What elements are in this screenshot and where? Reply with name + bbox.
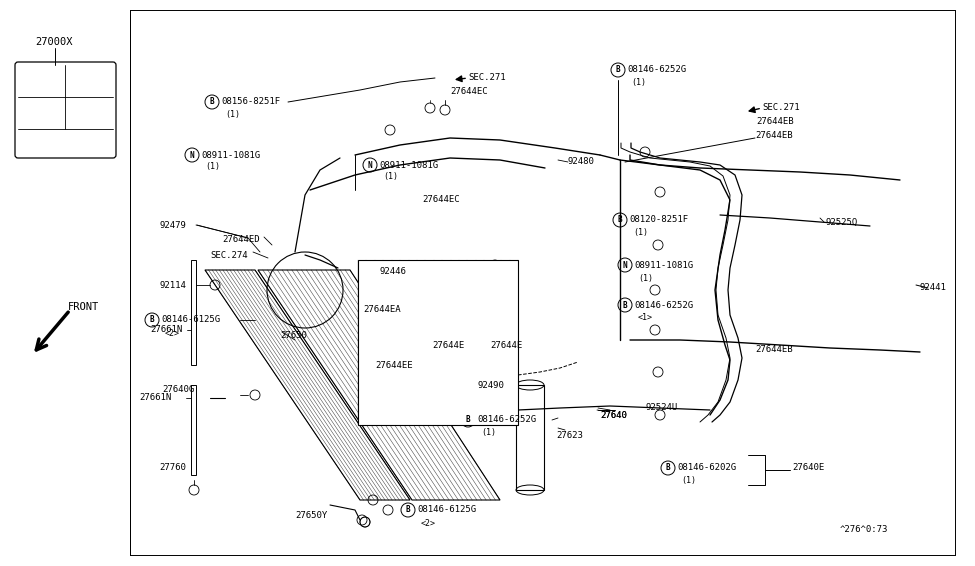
Text: (1): (1)	[481, 428, 496, 438]
Text: (1): (1)	[638, 273, 653, 282]
Polygon shape	[258, 270, 500, 500]
Text: ^276^0:73: ^276^0:73	[840, 525, 888, 534]
Text: 92446: 92446	[380, 268, 407, 277]
Text: (1): (1)	[631, 79, 646, 88]
Text: 27640G: 27640G	[162, 385, 194, 395]
Text: 08146-6202G: 08146-6202G	[677, 464, 736, 473]
Text: 08911-1081G: 08911-1081G	[379, 161, 438, 169]
Text: 08156-8251F: 08156-8251F	[221, 97, 280, 106]
Text: <1>: <1>	[638, 314, 653, 323]
Text: (1): (1)	[383, 173, 398, 182]
Text: 92480: 92480	[568, 157, 595, 166]
Text: B: B	[210, 97, 214, 106]
Text: 27650: 27650	[280, 331, 307, 340]
Text: B: B	[466, 415, 470, 424]
Text: 27650Y: 27650Y	[295, 512, 328, 521]
Text: 08146-6252G: 08146-6252G	[477, 415, 536, 424]
Text: 27644EB: 27644EB	[756, 118, 794, 126]
Text: 92441: 92441	[920, 284, 947, 293]
Text: N: N	[368, 161, 372, 169]
Bar	[358, 260, 518, 425]
Text: (1): (1)	[681, 477, 696, 486]
Text: 27644EC: 27644EC	[422, 195, 459, 204]
Text: FRONT: FRONT	[68, 302, 99, 312]
Text: 27644EC: 27644EC	[450, 88, 488, 96]
Text: 27760: 27760	[159, 464, 186, 473]
Text: 92490: 92490	[478, 380, 505, 389]
Text: (1): (1)	[633, 229, 648, 238]
Text: 27644E: 27644E	[490, 341, 523, 349]
Text: 92479: 92479	[160, 221, 187, 229]
Text: B: B	[150, 315, 154, 324]
Bar	[516, 385, 544, 490]
Text: B: B	[615, 66, 620, 75]
Text: (1): (1)	[225, 109, 240, 118]
Text: N: N	[623, 260, 627, 269]
Text: 08146-6125G: 08146-6125G	[417, 505, 476, 514]
Text: 92524U: 92524U	[645, 404, 678, 413]
Text: 08120-8251F: 08120-8251F	[629, 216, 688, 225]
Bar	[191, 385, 196, 475]
Text: 08146-6252G: 08146-6252G	[627, 66, 686, 75]
Text: 27640: 27640	[600, 410, 627, 419]
Text: 27661N: 27661N	[150, 325, 182, 335]
Text: 27644EA: 27644EA	[363, 306, 401, 315]
Text: 08911-1081G: 08911-1081G	[634, 260, 693, 269]
Text: (1): (1)	[205, 162, 220, 171]
Text: B: B	[666, 464, 671, 473]
Text: SEC.274: SEC.274	[210, 251, 248, 259]
Text: 27644EB: 27644EB	[755, 131, 793, 139]
Polygon shape	[205, 270, 410, 500]
Text: 27640E: 27640E	[792, 464, 824, 473]
Text: 27644E: 27644E	[432, 341, 464, 349]
Text: 27644ED: 27644ED	[222, 235, 259, 245]
Text: 08146-6252G: 08146-6252G	[634, 301, 693, 310]
Text: 92525Q: 92525Q	[825, 217, 857, 226]
Text: 27623: 27623	[556, 431, 583, 440]
Text: SEC.271: SEC.271	[468, 74, 506, 83]
Text: B: B	[406, 505, 410, 514]
Text: B: B	[618, 216, 622, 225]
Bar	[191, 260, 196, 365]
Text: 08911-1081G: 08911-1081G	[201, 151, 260, 160]
Text: <2>: <2>	[165, 328, 180, 337]
Text: SEC.271: SEC.271	[762, 104, 800, 113]
Text: 27640: 27640	[600, 410, 627, 419]
Text: 27644EB: 27644EB	[755, 345, 793, 354]
Text: 92114: 92114	[160, 281, 187, 289]
Text: 27661N: 27661N	[139, 393, 172, 402]
Text: B: B	[623, 301, 627, 310]
Text: 27644EE: 27644EE	[375, 361, 412, 370]
Text: N: N	[190, 151, 194, 160]
Text: 27000X: 27000X	[35, 37, 72, 47]
Text: <2>: <2>	[421, 518, 436, 528]
Text: 08146-6125G: 08146-6125G	[161, 315, 220, 324]
